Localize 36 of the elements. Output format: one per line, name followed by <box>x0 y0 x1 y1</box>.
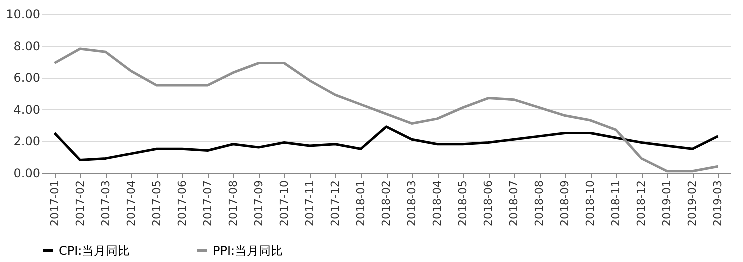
x-tick-label: 2018-08 <box>533 180 546 226</box>
y-tick-label: 2.00 <box>14 134 40 149</box>
x-tick-label: 2018-07 <box>508 180 521 226</box>
x-tick-label: 2018-02 <box>380 180 393 226</box>
x-tick-label: 2018-03 <box>406 180 419 226</box>
x-tick-label: 2017-05 <box>150 180 164 226</box>
x-tick-label: 2017-11 <box>303 180 316 226</box>
x-tick-label: 2017-09 <box>252 180 266 226</box>
y-tick-label: 0.00 <box>14 166 40 180</box>
x-tick-label: 2017-01 <box>48 180 62 226</box>
x-tick-label: 2018-01 <box>354 180 368 226</box>
x-tick-label: 2017-04 <box>124 180 138 226</box>
x-tick-label: 2017-03 <box>99 180 112 226</box>
x-tick-label: 2017-12 <box>328 180 342 226</box>
line-series <box>54 126 720 162</box>
x-tick-label: 2019-03 <box>712 180 725 226</box>
x-tick-label: 2017-06 <box>176 180 189 226</box>
x-tick-label: 2018-11 <box>610 180 623 226</box>
x-tick-label: 2017-02 <box>74 180 87 226</box>
x-tick-label: 2017-07 <box>201 180 214 226</box>
x-tick-label: 2017-08 <box>226 180 240 226</box>
x-tick-label: 2018-05 <box>456 180 470 226</box>
x-tick-label: 2018-04 <box>431 180 444 226</box>
x-tick-label: 2019-01 <box>660 180 674 226</box>
y-tick-label: 6.00 <box>14 71 40 86</box>
y-tick-label: 4.00 <box>14 102 40 117</box>
x-tick-label: 2018-06 <box>482 180 496 226</box>
x-tick-label: 2018-12 <box>635 180 648 226</box>
y-tick-label: 10.00 <box>6 8 40 22</box>
x-tick-label: 2018-09 <box>558 180 572 226</box>
legend-label: PPI:当月同比 <box>213 244 284 258</box>
x-tick-label: 2018-10 <box>584 180 598 226</box>
x-tick-label: 2017-10 <box>278 180 291 226</box>
legend-label: CPI:当月同比 <box>59 244 130 258</box>
y-tick-label: 8.00 <box>14 39 40 54</box>
x-tick-label: 2019-02 <box>686 180 700 226</box>
